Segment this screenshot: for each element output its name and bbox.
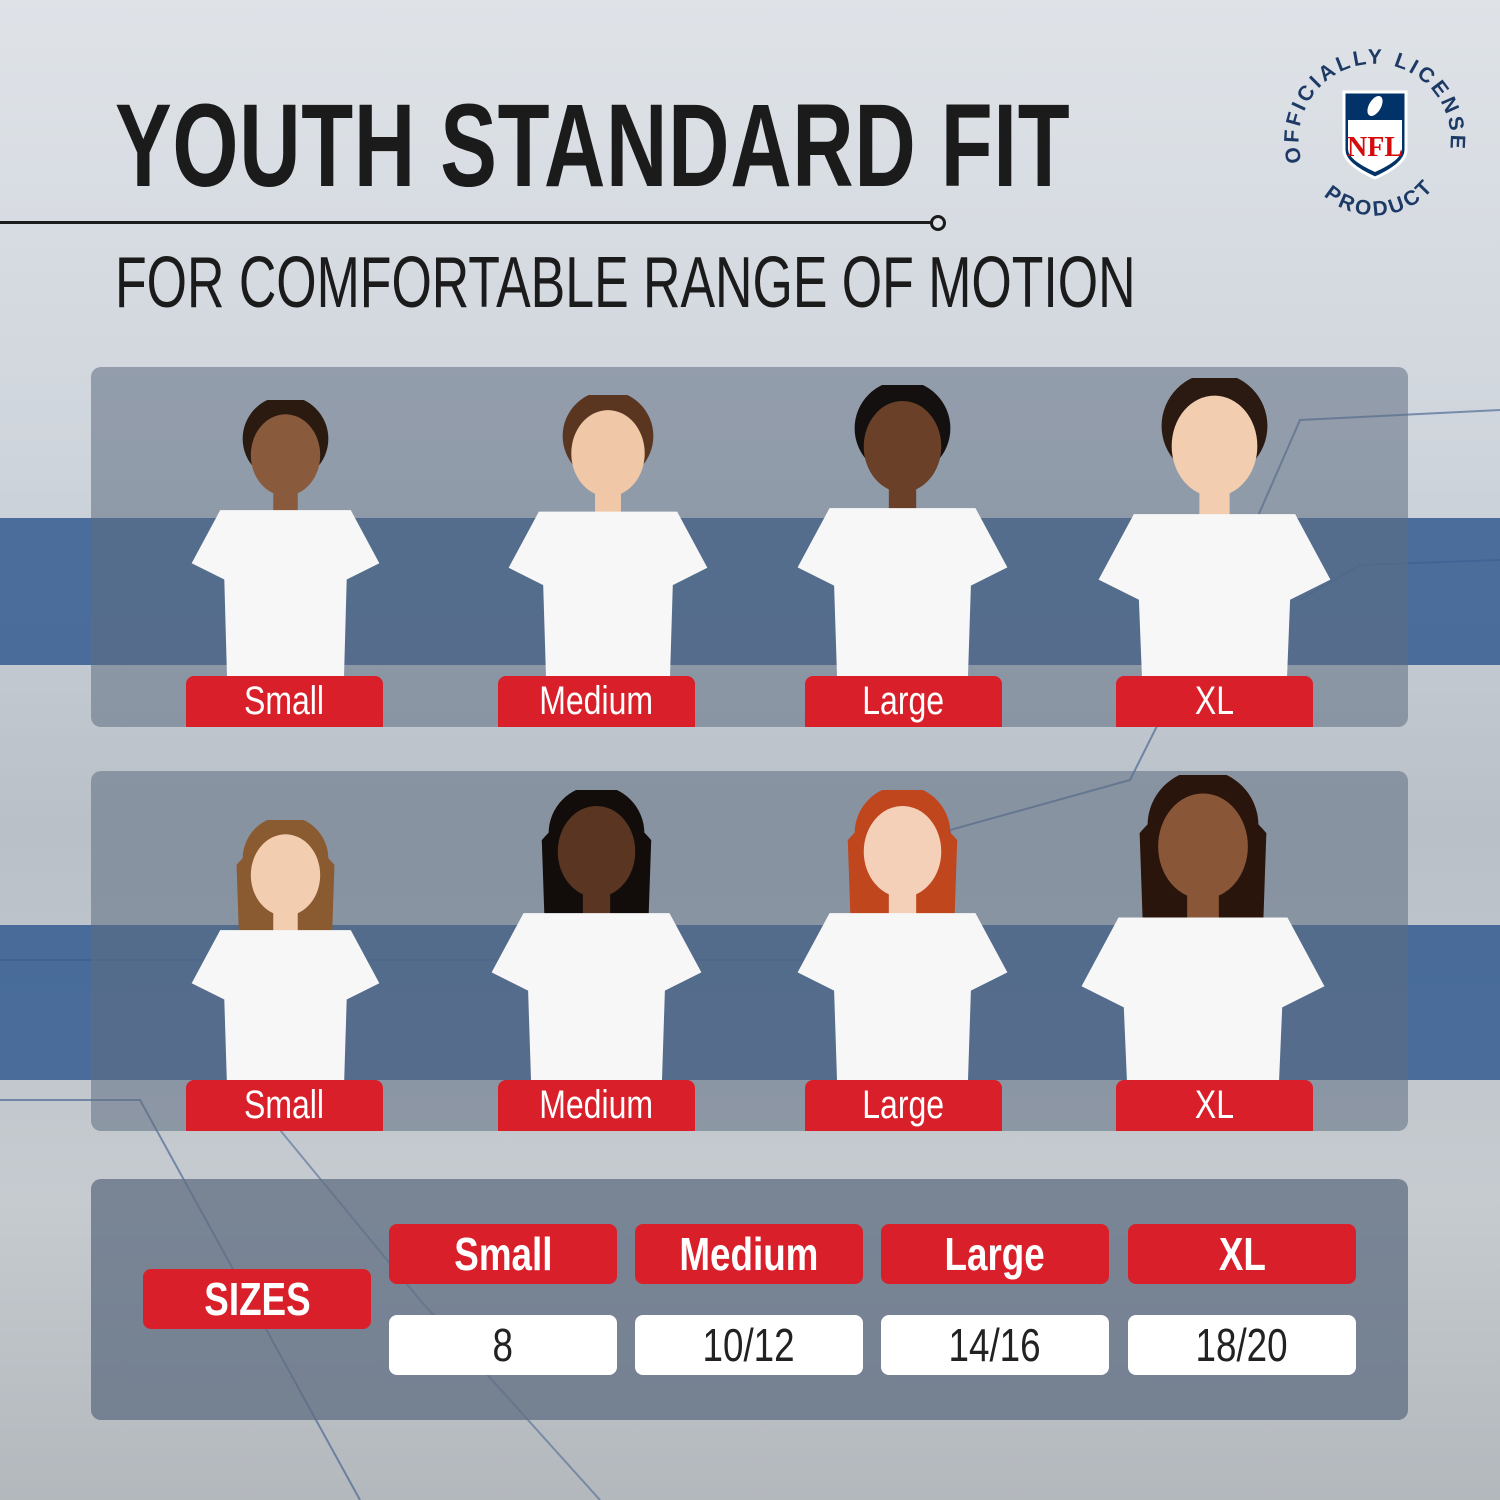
- table-cell-large: 14/16: [881, 1315, 1109, 1375]
- size-label-large: Large: [805, 676, 1002, 727]
- divider-dot: [930, 215, 946, 231]
- nfl-badge-icon: OFFICIALLY LICENSED PRODUCT NFL: [1263, 14, 1466, 221]
- svg-text:NFL: NFL: [1347, 132, 1403, 163]
- size-label-medium: Medium: [498, 676, 695, 727]
- table-header-xl: XL: [1128, 1224, 1356, 1284]
- child-model-photo: [491, 790, 701, 1131]
- table-header-large: Large: [881, 1224, 1109, 1284]
- size-label-large: Large: [805, 1080, 1002, 1131]
- table-cell-small: 8: [389, 1315, 617, 1375]
- page-subtitle: FOR COMFORTABLE RANGE OF MOTION: [115, 243, 1136, 323]
- size-label-xl: XL: [1116, 676, 1313, 727]
- table-cell-medium: 10/12: [635, 1315, 863, 1375]
- officially-licensed-badge: OFFICIALLY LICENSED PRODUCT NFL: [1263, 14, 1478, 238]
- table-header-medium: Medium: [635, 1224, 863, 1284]
- size-label-small: Small: [186, 676, 383, 727]
- size-label-xl: XL: [1116, 1080, 1313, 1131]
- child-model-photo: [508, 395, 708, 727]
- sizes-row-label: SIZES: [143, 1269, 371, 1329]
- child-model-photo: [1081, 775, 1325, 1131]
- child-model-photo: [797, 385, 1007, 727]
- page-title: YOUTH STANDARD FIT: [115, 80, 1071, 212]
- child-model-photo: [191, 400, 379, 727]
- table-header-small: Small: [389, 1224, 617, 1284]
- size-label-small: Small: [186, 1080, 383, 1131]
- child-model-photo: [797, 790, 1007, 1131]
- child-model-photo: [1098, 378, 1330, 727]
- size-label-medium: Medium: [498, 1080, 695, 1131]
- table-cell-xl: 18/20: [1128, 1315, 1356, 1375]
- divider: [0, 221, 932, 224]
- svg-text:PRODUCT: PRODUCT: [1320, 174, 1438, 221]
